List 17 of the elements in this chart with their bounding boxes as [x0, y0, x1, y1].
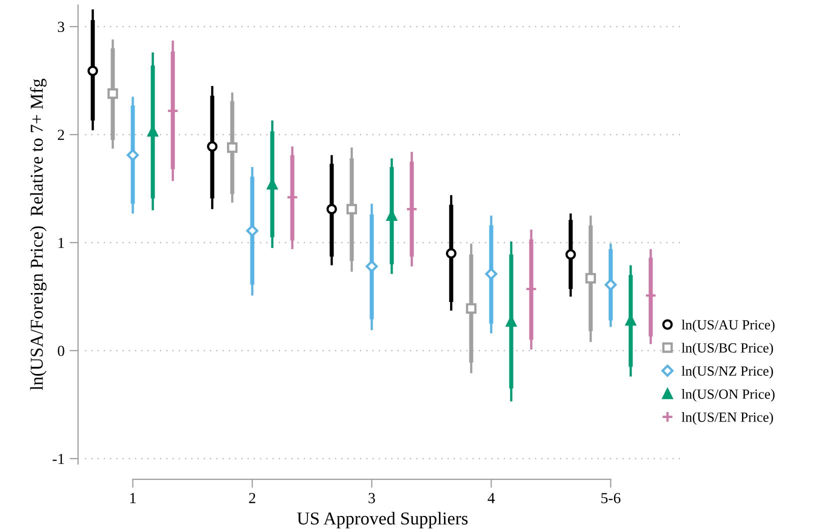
y-tick-label: -1 [52, 454, 64, 464]
legend-label: ln(US/BC Price) [682, 342, 773, 356]
y-tick-label: 0 [58, 346, 64, 356]
y-tick-label: 2 [58, 130, 64, 140]
x-tick-label: 2 [249, 492, 256, 504]
y-tick-label: 1 [58, 238, 64, 248]
x-axis-title: US Approved Suppliers [297, 512, 468, 528]
y-axis-title: ln(USA/Foreign Price) Relative to 7+ Mfg [30, 78, 47, 390]
y-tick-label: 3 [58, 22, 64, 32]
x-tick-label: 1 [130, 492, 136, 504]
legend-label: ln(US/ON Price) [682, 389, 775, 402]
legend-label: ln(US/NZ Price) [682, 366, 773, 379]
x-tick-label: 4 [488, 493, 495, 504]
x-tick-label: 5-6 [601, 492, 620, 504]
x-tick-label: 3 [368, 492, 375, 504]
legend-label: ln(US/AU Price) [682, 320, 775, 332]
legend-label: ln(US/EN Price) [682, 412, 773, 425]
